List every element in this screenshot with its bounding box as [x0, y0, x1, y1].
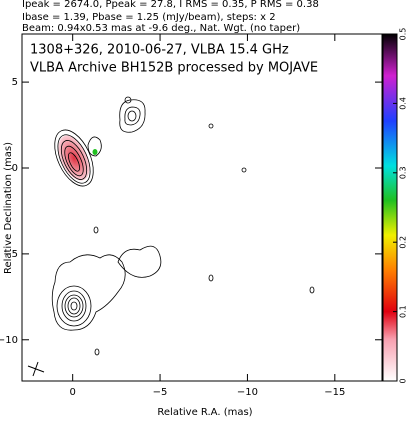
contours [27, 96, 315, 377]
colorbar-tick-label: 0.4 [399, 97, 408, 110]
y-tick-label: 5 [12, 77, 18, 88]
colorbar-tick-label: 0 [399, 378, 408, 383]
x-tick-label: −10 [237, 387, 258, 398]
x-tick-label: 0 [69, 387, 75, 398]
x-tick-label: −5 [153, 387, 168, 398]
chart-subtitle: VLBA Archive BH152B processed by MOJAVE [30, 61, 318, 76]
y-axis-label: Relative Declination (mas) [3, 142, 14, 274]
x-axis-label: Relative R.A. (mas) [157, 407, 252, 418]
colorbar-tick-label: 0.1 [399, 305, 408, 318]
colorbar [382, 33, 398, 382]
y-tick-label: −5 [3, 249, 18, 260]
colorbar-tick-label: 0.3 [399, 166, 408, 179]
colorbar-tick-label: 0.2 [399, 236, 408, 249]
header-line: Ibase = 1.39, Pbase = 1.25 (mJy/beam), s… [22, 12, 276, 23]
y-tick-label: −10 [0, 335, 18, 346]
plot-frame [21, 33, 383, 382]
x-tick-label: −15 [324, 387, 345, 398]
y-tick-label: 0 [12, 163, 18, 174]
colorbar-tick-label: 0.5 [399, 28, 408, 41]
header-line: Ipeak = 2674.0, Ppeak = 27.8, I RMS = 0.… [22, 0, 319, 10]
header-line: Beam: 0.94x0.53 mas at -9.6 deg., Nat. W… [22, 23, 300, 34]
chart-title: 1308+326, 2010-06-27, VLBA 15.4 GHz [30, 43, 289, 58]
